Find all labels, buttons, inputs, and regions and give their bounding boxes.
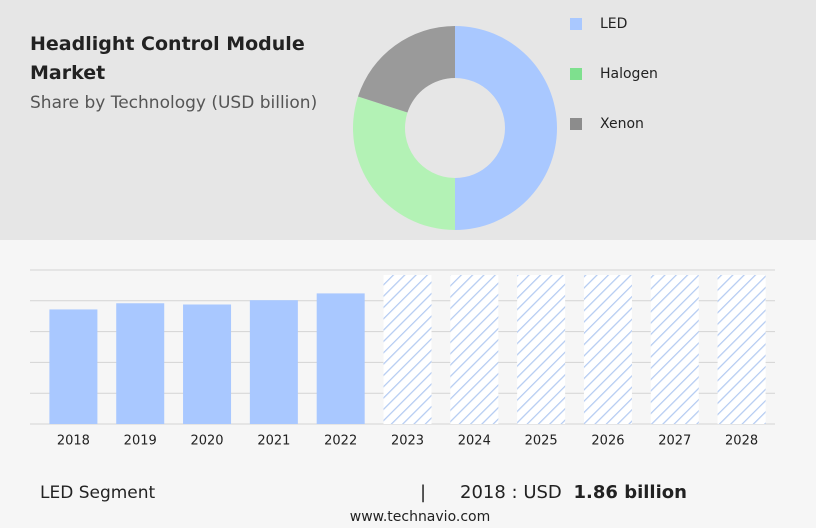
x-tick-label: 2027 <box>658 434 691 449</box>
x-tick-label: 2023 <box>391 434 424 449</box>
bar <box>249 300 298 424</box>
footer-year: 2018 : USD 1.86 billion <box>460 482 687 503</box>
forecast-placeholder <box>517 275 566 424</box>
x-tick-label: 2028 <box>725 434 758 449</box>
footer-year-label: 2018 : USD <box>460 482 562 503</box>
footer-value: 1.86 billion <box>574 482 687 503</box>
bar <box>116 303 165 424</box>
x-tick-label: 2026 <box>591 434 624 449</box>
footer-separator: | <box>420 482 426 503</box>
legend-label: Halogen <box>600 66 658 82</box>
donut-segment <box>353 96 455 230</box>
legend-swatch <box>570 18 582 30</box>
subtitle: Share by Technology (USD billion) <box>30 93 317 113</box>
source: www.technavio.com <box>350 509 491 525</box>
x-tick-label: 2024 <box>458 434 491 449</box>
x-tick-label: 2022 <box>324 434 357 449</box>
title-line: Headlight Control Module Market <box>30 33 305 84</box>
forecast-placeholder <box>450 275 499 424</box>
x-tick-label: 2020 <box>190 434 223 449</box>
x-tick-label: 2018 <box>57 434 90 449</box>
forecast-placeholder <box>583 275 632 424</box>
bar <box>316 293 365 424</box>
footer-segment: LED Segment <box>40 483 156 503</box>
forecast-placeholder <box>383 275 432 424</box>
bar <box>49 309 98 424</box>
donut-segment <box>455 26 557 230</box>
legend-label: Xenon <box>600 116 644 132</box>
bar <box>183 304 232 424</box>
x-tick-label: 2019 <box>124 434 157 449</box>
legend-swatch <box>570 68 582 80</box>
legend-label: LED <box>600 16 627 32</box>
forecast-placeholder <box>717 275 766 424</box>
donut-segment <box>357 26 455 113</box>
legend-swatch <box>570 118 582 130</box>
forecast-placeholder <box>650 275 699 424</box>
x-tick-label: 2021 <box>257 434 290 449</box>
x-tick-label: 2025 <box>525 434 558 449</box>
